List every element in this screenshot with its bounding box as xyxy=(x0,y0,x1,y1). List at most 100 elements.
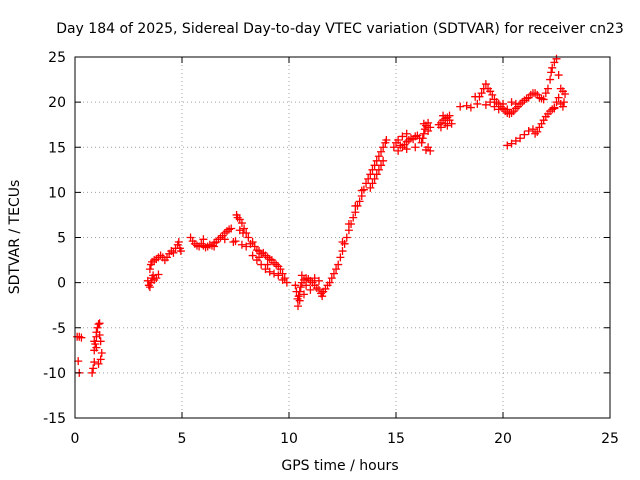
data-point xyxy=(90,337,99,346)
data-point xyxy=(74,357,83,366)
data-point xyxy=(302,281,311,290)
data-point xyxy=(96,355,105,364)
data-point xyxy=(248,251,257,260)
data-point xyxy=(94,320,103,329)
data-point xyxy=(418,134,427,143)
data-point xyxy=(231,237,240,246)
data-point xyxy=(329,269,338,278)
data-point xyxy=(539,95,548,104)
data-point xyxy=(145,283,154,292)
data-point xyxy=(93,323,102,332)
data-point xyxy=(186,233,195,242)
data-point xyxy=(546,75,555,84)
data-point xyxy=(419,129,428,138)
data-point xyxy=(304,275,313,284)
data-point xyxy=(314,276,323,285)
data-point xyxy=(156,251,165,260)
data-point xyxy=(554,93,563,102)
data-point xyxy=(237,240,246,249)
data-point xyxy=(539,116,548,125)
data-point xyxy=(550,58,559,67)
data-point xyxy=(377,161,386,170)
x-tick-label: 25 xyxy=(601,431,619,447)
data-point xyxy=(424,118,433,127)
data-point xyxy=(295,287,304,296)
data-point xyxy=(95,330,104,339)
data-point xyxy=(90,358,99,367)
data-point xyxy=(520,130,529,139)
data-point xyxy=(145,265,154,274)
data-point xyxy=(154,270,163,279)
data-point xyxy=(174,238,183,247)
data-point xyxy=(265,255,274,264)
data-point xyxy=(265,267,274,276)
data-point xyxy=(272,260,281,269)
data-point xyxy=(325,278,334,287)
data-point xyxy=(318,292,327,301)
data-point xyxy=(338,247,347,256)
data-point xyxy=(424,127,433,136)
data-point xyxy=(462,101,471,110)
x-tick-label: 15 xyxy=(387,431,405,447)
data-point xyxy=(511,136,520,145)
y-tick-label: 25 xyxy=(48,50,66,66)
data-point xyxy=(89,364,98,373)
data-point xyxy=(276,265,285,274)
data-point xyxy=(338,238,347,247)
data-point xyxy=(537,94,546,103)
data-point xyxy=(561,90,570,99)
y-tick-label: -15 xyxy=(43,411,66,427)
data-point xyxy=(293,302,302,311)
data-point xyxy=(95,319,104,328)
data-point xyxy=(503,105,512,114)
data-point xyxy=(357,186,366,195)
x-tick-label: 20 xyxy=(494,431,512,447)
data-point xyxy=(516,134,525,143)
data-point xyxy=(490,102,499,111)
data-point xyxy=(332,265,341,274)
data-point xyxy=(379,156,388,165)
data-point xyxy=(374,165,383,174)
data-point xyxy=(306,285,315,294)
x-tick-label: 0 xyxy=(71,431,80,447)
data-point xyxy=(524,127,533,136)
data-point xyxy=(481,100,490,109)
data-point xyxy=(94,359,103,368)
data-point xyxy=(552,98,561,107)
data-point xyxy=(394,146,403,155)
data-point xyxy=(225,225,234,234)
y-tick-label: -5 xyxy=(52,321,66,337)
data-point xyxy=(528,125,537,134)
data-point xyxy=(537,119,546,128)
data-point xyxy=(355,197,364,206)
data-point xyxy=(374,152,383,161)
data-point xyxy=(503,141,512,150)
data-point xyxy=(475,92,484,101)
data-point xyxy=(494,105,503,114)
data-point xyxy=(402,129,411,138)
data-point xyxy=(263,260,272,269)
data-point xyxy=(297,271,306,280)
data-point xyxy=(466,103,475,112)
x-tick-label: 10 xyxy=(280,431,298,447)
data-point xyxy=(439,111,448,120)
data-point xyxy=(229,238,238,247)
data-point xyxy=(441,119,450,128)
y-tick-labels: -15 -10 -5 0 5 10 15 20 25 xyxy=(43,50,66,427)
data-point xyxy=(541,89,550,98)
data-point xyxy=(404,136,413,145)
data-point xyxy=(377,147,386,156)
data-point xyxy=(507,139,516,148)
data-point xyxy=(552,54,561,63)
tick-marks xyxy=(74,56,611,419)
x-axis-label: GPS time / hours xyxy=(281,458,398,474)
data-point xyxy=(518,98,527,107)
y-tick-label: 5 xyxy=(57,231,66,247)
data-point xyxy=(342,233,351,242)
data-point xyxy=(477,89,486,98)
data-point xyxy=(443,121,452,130)
data-point xyxy=(507,108,516,117)
data-point xyxy=(366,183,375,192)
data-point xyxy=(294,292,303,301)
